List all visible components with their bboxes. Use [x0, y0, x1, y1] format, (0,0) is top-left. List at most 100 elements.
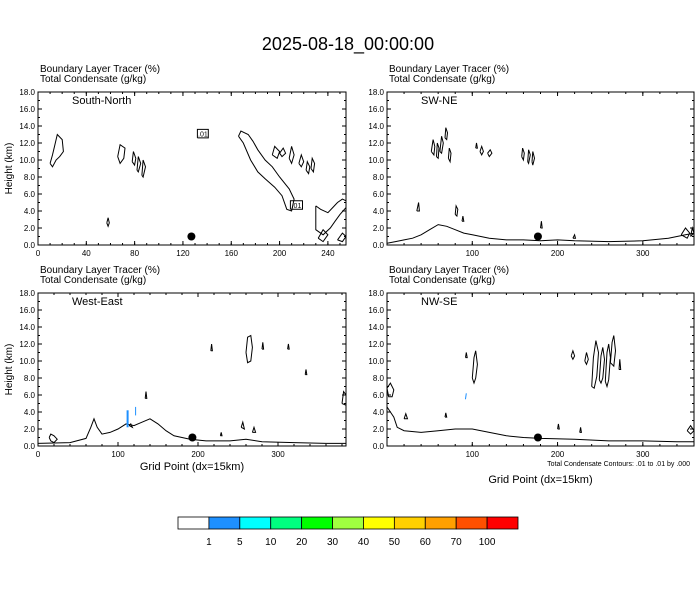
panel-label-bottom: Total Condensate (g/kg) — [389, 275, 495, 286]
panel-label-top: Boundary Layer Tracer (%) — [40, 64, 160, 75]
y-tick-label: 14.0 — [368, 323, 384, 332]
contour-line — [591, 340, 600, 390]
panel-label-top: Boundary Layer Tracer (%) — [389, 265, 509, 276]
contour-line — [584, 352, 589, 366]
contour-line — [106, 217, 110, 228]
colorbar-label: 40 — [358, 537, 370, 548]
contour-line — [136, 156, 142, 173]
y-tick-label: 12.0 — [368, 139, 384, 148]
x-tick-label: 200 — [551, 249, 565, 258]
contour-line — [251, 425, 257, 433]
section-label: West-East — [72, 296, 123, 308]
y-tick-label: 18.0 — [19, 289, 35, 298]
x-tick-label: 0 — [36, 249, 41, 258]
contour-line — [430, 139, 436, 157]
y-tick-label: 8.0 — [373, 374, 385, 383]
x-tick-label: 0 — [36, 450, 41, 459]
y-tick-label: 6.0 — [373, 391, 385, 400]
plot-frame — [386, 91, 695, 246]
contour-line — [196, 128, 209, 139]
contour-line — [387, 224, 694, 244]
y-tick-label: 4.0 — [24, 207, 36, 216]
contour-label: .01 — [198, 132, 208, 139]
contour-line — [341, 390, 346, 406]
x-tick-label: 200 — [273, 249, 287, 258]
y-tick-label: 12.0 — [19, 139, 35, 148]
contour-line — [310, 156, 316, 174]
location-marker — [533, 232, 542, 241]
colorbar-box — [424, 516, 457, 530]
colorbar-box — [177, 516, 210, 530]
x-tick-label: 40 — [82, 249, 91, 258]
y-tick-label: 0.0 — [24, 241, 36, 250]
colorbar-label: 1 — [206, 537, 212, 548]
location-marker — [187, 232, 196, 241]
contour-line — [686, 424, 694, 435]
contour-line — [416, 202, 420, 212]
colorbar-label: 5 — [237, 537, 243, 548]
x-tick-label: 200 — [551, 450, 565, 459]
panel-west-east: Boundary Layer Tracer (%)Total Condensat… — [4, 265, 347, 473]
y-tick-label: 14.0 — [368, 122, 384, 131]
y-tick-label: 2.0 — [373, 224, 385, 233]
y-tick-label: 18.0 — [368, 88, 384, 97]
page-title: 2025-08-18_00:00:00 — [262, 34, 434, 55]
colorbar-box — [363, 516, 395, 530]
colorbar-box — [301, 516, 333, 530]
panel-label-top: Boundary Layer Tracer (%) — [389, 64, 509, 75]
contour-line — [447, 147, 452, 164]
contour-line — [531, 151, 536, 166]
contour-line — [144, 391, 148, 399]
contours — [387, 335, 694, 443]
section-label: SW-NE — [421, 95, 457, 107]
y-tick-label: 8.0 — [373, 173, 385, 182]
contour-line — [604, 343, 611, 389]
contour-line — [38, 417, 346, 444]
contour-line — [261, 342, 265, 350]
colorbar-label: 60 — [420, 537, 432, 548]
x-axis-label: Grid Point (dx=15km) — [488, 474, 592, 486]
contours — [387, 127, 694, 244]
contour-line — [521, 147, 525, 162]
y-tick-label: 16.0 — [368, 306, 384, 315]
y-tick-label: 6.0 — [373, 190, 385, 199]
colorbar-box — [270, 516, 303, 530]
y-tick-label: 10.0 — [368, 357, 384, 366]
y-tick-label: 14.0 — [19, 323, 35, 332]
colorbar-box — [455, 516, 488, 530]
y-tick-label: 8.0 — [24, 374, 36, 383]
plot-frame — [37, 91, 347, 246]
contour-line — [465, 352, 468, 359]
y-tick-label: 10.0 — [19, 357, 35, 366]
contour-line — [240, 420, 246, 430]
contour-line — [304, 369, 308, 376]
contour-line — [475, 142, 478, 149]
contour-line — [461, 216, 465, 222]
contour-line — [479, 144, 484, 157]
y-axis-label: Height (km) — [4, 143, 15, 195]
section-label: South-North — [72, 95, 131, 107]
contour-line — [141, 159, 147, 179]
contour-note: Total Condensate Contours: .01 to .01 by… — [547, 461, 690, 468]
y-tick-label: 10.0 — [368, 156, 384, 165]
panel-label-top: Boundary Layer Tracer (%) — [40, 265, 160, 276]
contour-line — [337, 232, 346, 243]
contour-line — [317, 228, 329, 243]
colorbar-box — [208, 516, 241, 530]
panel-label-bottom: Total Condensate (g/kg) — [389, 74, 495, 85]
contour-line — [403, 412, 409, 420]
contour-line — [131, 151, 137, 167]
plot-frame — [386, 292, 695, 447]
y-tick-label: 16.0 — [19, 105, 35, 114]
contour-line — [387, 406, 694, 443]
section-label: NW-SE — [421, 296, 457, 308]
panel-sw-ne: Boundary Layer Tracer (%)Total Condensat… — [368, 64, 695, 258]
y-tick-label: 16.0 — [19, 306, 35, 315]
x-tick-label: 240 — [321, 249, 335, 258]
contour-line — [454, 204, 459, 218]
panel-south-north: Boundary Layer Tracer (%)Total Condensat… — [4, 64, 347, 258]
x-tick-label: 100 — [111, 450, 125, 459]
contour-line — [387, 382, 395, 398]
contour-line — [210, 343, 213, 352]
